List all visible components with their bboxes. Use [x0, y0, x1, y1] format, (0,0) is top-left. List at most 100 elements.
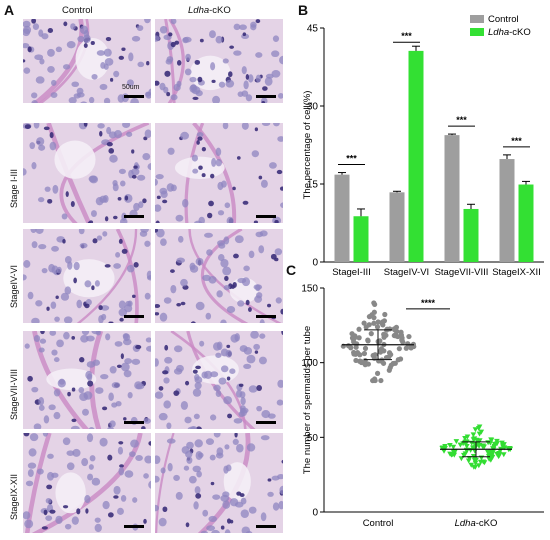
data-point [384, 326, 390, 332]
data-point [406, 333, 412, 340]
scale-bar [256, 525, 276, 528]
data-point [372, 301, 378, 308]
data-point [358, 359, 365, 366]
data-point [488, 437, 495, 443]
data-point [353, 357, 359, 364]
spermatid-count-scatter-plot: 0 50 100 150 The number of spermatids per tu… [301, 284, 544, 529]
data-point [394, 328, 400, 335]
histology-tile [154, 432, 284, 534]
row-label-stage-ix-xii: StageIX-XII [9, 473, 19, 520]
data-point [349, 335, 356, 341]
legend-swatch [470, 28, 484, 36]
data-point [382, 311, 388, 318]
data-point [476, 463, 482, 469]
data-point [388, 362, 394, 368]
panel-b-letter: B [298, 2, 309, 18]
x-tick-label: StageIX-XII [492, 267, 541, 278]
data-point [405, 341, 411, 347]
data-point [377, 349, 384, 355]
legend-swatch [470, 15, 484, 23]
data-point [475, 425, 482, 431]
data-point [386, 367, 392, 373]
histology-tile [22, 330, 152, 430]
histology-tile [22, 18, 152, 104]
data-point [448, 452, 455, 458]
x-tick-label: Ldha-cKO [455, 518, 498, 529]
data-point [351, 350, 358, 356]
bar [408, 50, 424, 262]
data-point [397, 356, 404, 362]
histology-tile [154, 122, 284, 224]
panel-a-letter: A [4, 2, 15, 18]
histology-tile [22, 228, 152, 324]
data-point [380, 322, 386, 328]
data-point [462, 439, 469, 445]
data-point [362, 362, 368, 368]
data-point [374, 370, 381, 376]
scale-bar [256, 421, 276, 424]
data-point [378, 377, 384, 384]
histology-tile [154, 228, 284, 324]
data-point [472, 427, 479, 433]
data-point [349, 331, 355, 337]
data-point [372, 377, 378, 384]
y-axis-label: The percentage of cell(%) [302, 91, 313, 200]
data-point [458, 456, 465, 462]
histology-texture [155, 331, 283, 429]
significance-label: *** [511, 136, 522, 146]
data-point [398, 329, 404, 335]
x-tick-label: StageI-III [332, 267, 371, 278]
data-point [488, 450, 494, 456]
data-point [356, 335, 362, 341]
data-point [452, 449, 458, 455]
bar [463, 208, 479, 262]
data-point [470, 432, 477, 438]
scale-bar [124, 95, 144, 98]
data-point [460, 452, 467, 458]
scale-bar [124, 315, 144, 318]
y-tick-label: 50 [307, 433, 319, 444]
bar [353, 216, 369, 262]
data-point [442, 444, 448, 450]
bar [518, 184, 534, 262]
data-point [371, 320, 377, 326]
data-point [453, 439, 460, 445]
bar [334, 174, 350, 262]
y-tick-label: 0 [312, 508, 318, 519]
scale-bar [256, 95, 276, 98]
histology-texture [23, 19, 151, 103]
significance-label: **** [421, 298, 436, 308]
column-header-control: Control [62, 5, 93, 16]
data-point [478, 429, 485, 435]
data-point [472, 464, 479, 470]
histology-texture [23, 433, 151, 533]
histology-texture [155, 123, 283, 223]
data-point [363, 324, 369, 330]
histology-texture [155, 19, 283, 103]
y-tick-label: 100 [301, 358, 318, 369]
data-point [464, 434, 471, 440]
y-tick-label: 30 [307, 102, 319, 113]
y-tick-label: 15 [307, 180, 319, 191]
data-point [468, 462, 475, 468]
data-point [361, 320, 367, 326]
data-point [472, 460, 479, 466]
histology-texture [23, 331, 151, 429]
data-point [391, 332, 397, 339]
x-tick-label: StageVII-VIII [435, 267, 489, 278]
bar [499, 159, 515, 262]
row-label-stage-iv-vi: StageIV-VI [9, 264, 19, 308]
data-point [399, 337, 405, 343]
significance-label: *** [401, 31, 412, 41]
data-point [477, 459, 484, 465]
data-point [465, 458, 472, 464]
histology-texture [23, 229, 151, 323]
significance-label: *** [346, 154, 357, 164]
data-point [475, 440, 482, 446]
scale-bar [124, 421, 144, 424]
data-point [371, 309, 377, 315]
y-tick-label: 45 [307, 24, 319, 35]
data-point [479, 444, 486, 450]
data-point [388, 351, 394, 358]
data-point [471, 436, 478, 442]
